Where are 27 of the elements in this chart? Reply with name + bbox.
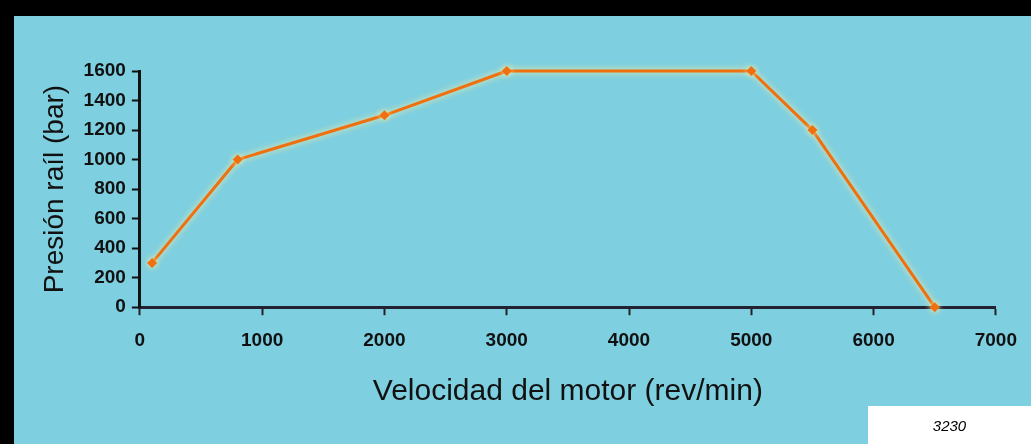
x-tick-label: 3000	[485, 328, 528, 350]
y-tick-label: 1200	[83, 118, 126, 140]
y-tick-label: 200	[94, 265, 126, 287]
y-tick-label: 1600	[83, 59, 126, 81]
x-tick-label: 7000	[974, 328, 1018, 350]
y-tick-label: 600	[94, 206, 126, 228]
text: 3230	[868, 406, 1031, 444]
y-axis-title: Presión raíl (bar)	[37, 84, 69, 294]
y-tick-label: 400	[94, 236, 126, 258]
x-axis-title: Velocidad del motor (rev/min)	[372, 373, 763, 407]
point	[929, 302, 940, 313]
point	[746, 66, 757, 76]
x-tick-label: 4000	[607, 328, 651, 350]
y-tick-label: 800	[94, 177, 126, 199]
point	[807, 125, 818, 136]
y-tick-label: 1400	[83, 88, 126, 110]
point	[232, 154, 243, 165]
y-tick-label: 0	[115, 295, 126, 317]
x-tick-label: 2000	[363, 328, 406, 350]
point	[501, 66, 512, 76]
point	[147, 257, 158, 268]
x-tick-label: 5000	[730, 328, 773, 350]
y-tick-label: 1000	[83, 147, 126, 169]
x-tick-label: 6000	[852, 328, 895, 350]
point	[379, 110, 390, 121]
x-tick-label: 0	[134, 328, 146, 350]
x-tick-label: 1000	[241, 328, 284, 350]
